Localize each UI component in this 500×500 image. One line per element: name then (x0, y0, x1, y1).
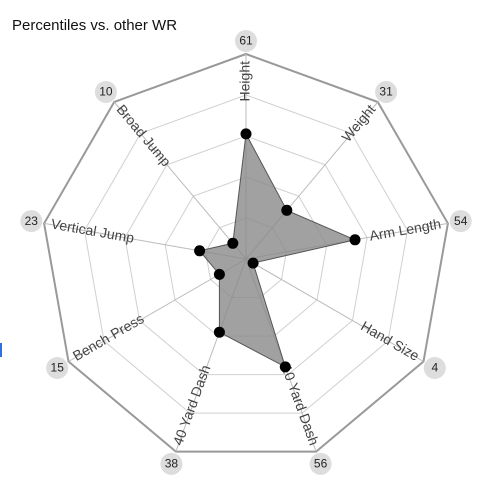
data-point-9 (227, 237, 239, 249)
badge-circle (423, 357, 446, 379)
badge-value: 10 (99, 85, 113, 99)
value-badge-5: 56 (309, 452, 332, 475)
value-badge-9: 10 (94, 81, 117, 103)
axis-label-7: Bench Press (70, 310, 147, 364)
badge-circle (309, 452, 332, 475)
badge-circle (46, 357, 69, 379)
value-badge-3: 54 (449, 210, 472, 233)
spoke-9 (113, 101, 247, 260)
badge-value: 54 (454, 214, 468, 228)
badge-circle (235, 30, 257, 52)
axis-label-6: 40 Yard Dash (170, 363, 214, 448)
data-point-4 (247, 257, 259, 269)
badge-circle (94, 81, 117, 103)
value-badge-6: 38 (160, 452, 183, 475)
badge-value: 31 (379, 85, 393, 99)
badge-circle (20, 210, 43, 233)
badge-value: 23 (25, 214, 39, 228)
value-area (198, 132, 357, 368)
value-points (194, 128, 361, 373)
value-badge-7: 15 (46, 357, 69, 379)
badge-value: 4 (431, 361, 438, 375)
axis-label-2: Weight (338, 101, 378, 145)
axis-label-3: Arm Length (368, 215, 442, 243)
badge-value: 15 (51, 361, 65, 375)
value-badge-1: 61 (235, 30, 257, 52)
axis-label-4: Hand Size (358, 318, 422, 364)
axis-label-1: Height (237, 61, 253, 102)
badge-circle (375, 81, 398, 103)
data-point-3 (349, 234, 361, 246)
badge-value: 61 (239, 34, 253, 48)
value-badge-2: 31 (375, 81, 398, 103)
badge-circle (160, 452, 183, 475)
value-badge-8: 23 (20, 210, 43, 233)
data-point-7 (213, 268, 225, 280)
edge-mark (0, 343, 2, 357)
data-point-2 (281, 204, 293, 216)
axis-label-9: Broad Jump (114, 101, 175, 169)
value-badge-4: 4 (423, 357, 446, 379)
chart-title: Percentiles vs. other WR (12, 17, 178, 34)
value-polygon (198, 132, 357, 368)
data-point-5 (279, 361, 291, 373)
grid-ring-4 (83, 94, 409, 414)
grid-ring-3 (124, 135, 368, 376)
data-point-8 (194, 245, 206, 257)
badge-value: 38 (165, 457, 179, 471)
badge-circle (449, 210, 472, 233)
axis-label-5: 10 Yard Dash (279, 363, 323, 448)
data-point-6 (213, 326, 225, 338)
badge-value: 56 (314, 457, 328, 471)
data-point-1 (240, 128, 252, 140)
value-badges: 61 31 54 4 56 38 15 23 10 (20, 30, 472, 475)
axis-label-8: Vertical Jump (50, 215, 136, 245)
spoke-4 (245, 258, 424, 362)
outer-ring (43, 52, 449, 453)
